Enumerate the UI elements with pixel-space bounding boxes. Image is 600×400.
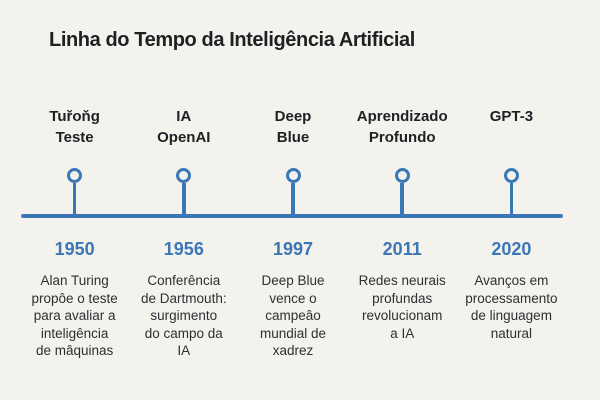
milestone-year: 1997 [272,239,314,259]
marker-stem [400,183,404,216]
circle-marker-icon [394,168,410,183]
milestone-marker [176,168,192,216]
milestone-marker [394,168,410,216]
milestone-year: 1956 [163,239,204,259]
milestone-column: Deep Blue 1997 Deep Blue vence o campeâo… [238,106,347,360]
milestone-column: GPT-3 2020 Avanços em processamento de l… [457,106,566,360]
milestone-label: IA OpenAI [157,108,211,146]
milestone-label: GPT-3 [489,108,534,125]
timeline-columns: Tuřoňg Teste 1950 Alan Turing propôe o t… [20,106,566,360]
milestone-column: Tuřoňg Teste 1950 Alan Turing propôe o t… [20,106,129,360]
page-title: Linha do Tempo da Inteligência Artificia… [49,29,415,51]
timeline-axis-line [21,214,563,218]
milestone-column: Aprendizado Profundo 2011 Redes neurais … [348,106,457,360]
milestone-year: 2020 [491,239,532,259]
milestone-label: Tuřoňg Teste [49,108,100,146]
milestone-year: 2011 [382,239,422,259]
marker-stem [509,183,514,216]
circle-marker-icon [503,168,519,183]
milestone-description: Conferência de Dartmouth: surgimento do … [141,273,227,358]
milestone-marker [285,168,301,216]
milestone-description: Redes neurais profundas revolucionam a I… [358,273,446,341]
circle-marker-icon [285,168,301,183]
milestone-description: Alan Turing propôe o teste para avaliar … [31,273,118,358]
milestone-year: 1950 [54,239,95,259]
marker-stem [72,183,77,216]
marker-stem [291,183,295,216]
marker-stem [182,183,186,216]
milestone-label: Aprendizado Profundo [356,108,448,146]
milestone-marker [503,168,519,216]
milestone-marker [67,168,83,216]
milestone-description: Avanços em processamento de linguagem na… [465,273,558,341]
milestone-column: IA OpenAI 1956 Conferência de Dartmouth:… [129,106,238,360]
milestone-description: Deep Blue vence o campeâo mundial de xad… [259,273,327,358]
milestone-label: Deep Blue [274,108,312,146]
circle-marker-icon [67,168,83,183]
circle-marker-icon [176,168,192,183]
